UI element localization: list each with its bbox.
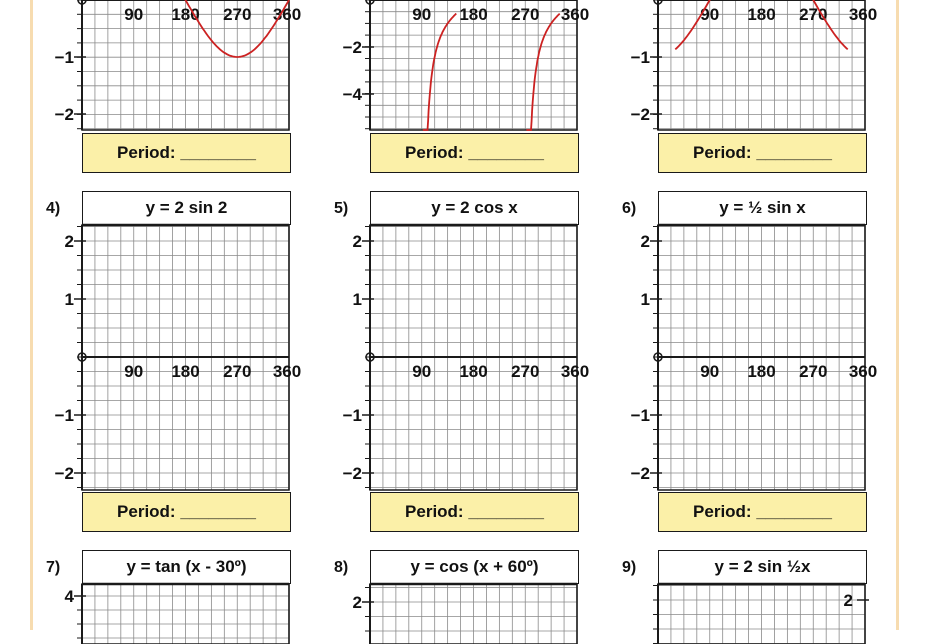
x-tick-label: 90 (412, 362, 431, 381)
x-tick-label: 270 (799, 5, 827, 24)
question-number-9: 9) (622, 559, 637, 576)
y-tick-label: 2 (641, 232, 650, 251)
y-tick-label: −1 (343, 406, 362, 425)
graph-grid-3: 90 180 270 360 −1 −2 (631, 0, 877, 131)
y-tick-label: 2 (65, 232, 74, 251)
question-title-4: y = 2 sin 2 (82, 191, 291, 225)
graph-grid-1: 90 180 270 360 −1 −2 (55, 0, 301, 131)
y-tick-label: −2 (631, 105, 650, 124)
x-tick-label: 360 (849, 5, 877, 24)
y-tick-label: 2 (353, 593, 362, 612)
y-tick-label: −2 (55, 464, 74, 483)
curve-line (184, 0, 290, 58)
graph-grid-5[interactable]: 90 180 270 360 2 1 −1 −2 (343, 223, 589, 491)
period-box-5[interactable]: Period: ________ (370, 492, 579, 532)
x-tick-label: 270 (223, 362, 251, 381)
graph-grid-4[interactable]: 90 180 270 360 2 1 −1 −2 (55, 223, 301, 491)
y-tick-label: 2 (844, 591, 853, 610)
y-tick-label: −1 (631, 406, 650, 425)
y-tick-label: 1 (353, 290, 362, 309)
period-box-3[interactable]: Period: ________ (658, 133, 867, 173)
question-title-8: y = cos (x + 60º) (370, 550, 579, 584)
question-number-8: 8) (334, 559, 349, 576)
x-tick-label: 90 (124, 362, 143, 381)
question-number-5: 5) (334, 200, 349, 217)
y-tick-label: −1 (631, 48, 650, 67)
question-number-6: 6) (622, 200, 637, 217)
y-tick-label: 4 (65, 587, 75, 606)
y-tick-label: −2 (55, 105, 74, 124)
y-tick-label: 2 (353, 232, 362, 251)
x-tick-label: 180 (459, 362, 487, 381)
x-tick-label: 360 (849, 362, 877, 381)
x-tick-label: 180 (459, 5, 487, 24)
curve-line (526, 12, 561, 131)
x-tick-label: 360 (273, 5, 301, 24)
x-tick-label: 180 (747, 5, 775, 24)
question-number-4: 4) (46, 200, 61, 217)
page-frame (30, 0, 899, 630)
x-tick-label: 270 (511, 5, 539, 24)
x-tick-label: 270 (223, 5, 251, 24)
graph-grid-7[interactable]: 4 (65, 582, 294, 644)
period-box-6[interactable]: Period: ________ (658, 492, 867, 532)
y-tick-label: −2 (343, 464, 362, 483)
graph-grid-8[interactable]: 2 (353, 582, 582, 644)
x-tick-label: 180 (747, 362, 775, 381)
question-title-6: y = ½ sin x (658, 191, 867, 225)
y-tick-label: −2 (631, 464, 650, 483)
x-tick-label: 180 (171, 362, 199, 381)
graph-grid-9[interactable]: 2 (653, 582, 870, 644)
x-tick-label: 90 (700, 362, 719, 381)
x-tick-label: 90 (412, 5, 431, 24)
period-box-1[interactable]: Period: ________ (82, 133, 291, 173)
y-tick-label: −1 (55, 48, 74, 67)
x-tick-label: 360 (273, 362, 301, 381)
y-tick-label: −2 (343, 38, 362, 57)
y-tick-label: 1 (641, 290, 650, 309)
graph-grid-2: 90 180 270 360 −2 −4 (343, 0, 589, 131)
x-tick-label: 270 (511, 362, 539, 381)
graph-grid-6[interactable]: 90 180 270 360 2 1 −1 −2 (631, 223, 877, 491)
question-number-7: 7) (46, 559, 61, 576)
x-tick-label: 360 (561, 5, 589, 24)
x-tick-label: 90 (124, 5, 143, 24)
y-tick-label: −1 (55, 406, 74, 425)
question-title-7: y = tan (x - 30º) (82, 550, 291, 584)
y-tick-label: −4 (343, 85, 363, 104)
x-tick-label: 180 (171, 5, 199, 24)
period-box-4[interactable]: Period: ________ (82, 492, 291, 532)
question-title-9: y = 2 sin ½x (658, 550, 867, 584)
x-tick-label: 270 (799, 362, 827, 381)
question-title-5: y = 2 cos x (370, 191, 579, 225)
x-tick-label: 360 (561, 362, 589, 381)
period-box-2[interactable]: Period: ________ (370, 133, 579, 173)
curve-line (422, 12, 457, 131)
x-tick-label: 90 (700, 5, 719, 24)
curve-line (674, 0, 849, 51)
y-tick-label: 1 (65, 290, 74, 309)
